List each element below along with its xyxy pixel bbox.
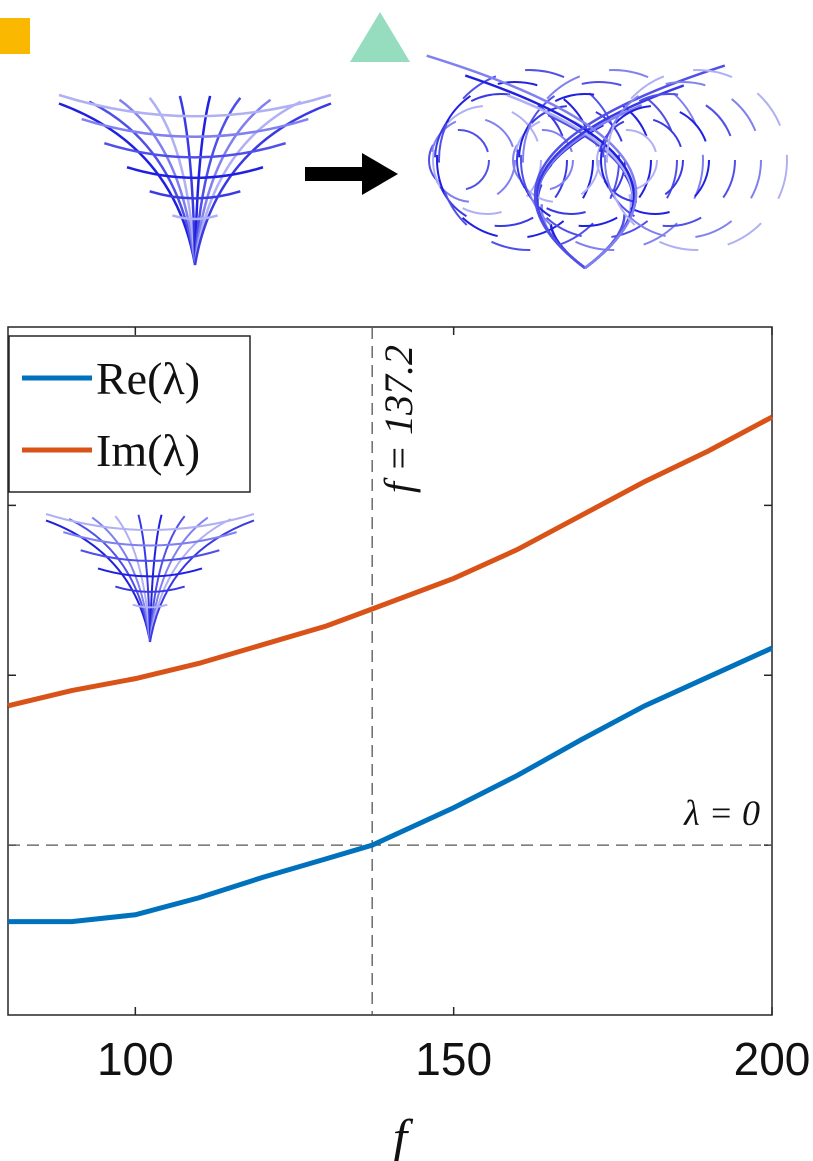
x-tick-label: 100 xyxy=(97,1033,174,1085)
net-curve xyxy=(133,605,168,608)
net-curve xyxy=(98,568,202,576)
net-curve xyxy=(150,191,241,198)
legend-label: Re(λ) xyxy=(96,353,200,404)
green-marker xyxy=(350,12,410,62)
legend-label: Im(λ) xyxy=(96,425,200,476)
net-curve xyxy=(127,167,263,178)
net-curve xyxy=(115,587,184,592)
arrow xyxy=(305,153,398,195)
annotation: f = 137.2 xyxy=(376,345,421,493)
annotation: λ = 0 xyxy=(683,793,760,833)
curl-curve xyxy=(537,145,585,268)
x-axis-label: f xyxy=(393,1110,414,1161)
x-tick-label: 200 xyxy=(734,1033,811,1085)
net-curve xyxy=(172,215,217,219)
series-line xyxy=(8,648,772,922)
page: {"chart_data": {"type": "line", "x": [80… xyxy=(0,0,813,1161)
net-curve xyxy=(59,95,331,116)
orange-marker xyxy=(0,18,30,54)
figure: 100 150 200 f = 137.2 λ = 0 f Re(λ) Im(λ) xyxy=(0,0,813,1161)
curl-ring xyxy=(433,106,541,214)
net-curve xyxy=(46,514,254,530)
x-tick-label: 150 xyxy=(415,1033,492,1085)
legend: Re(λ) Im(λ) xyxy=(9,336,250,492)
